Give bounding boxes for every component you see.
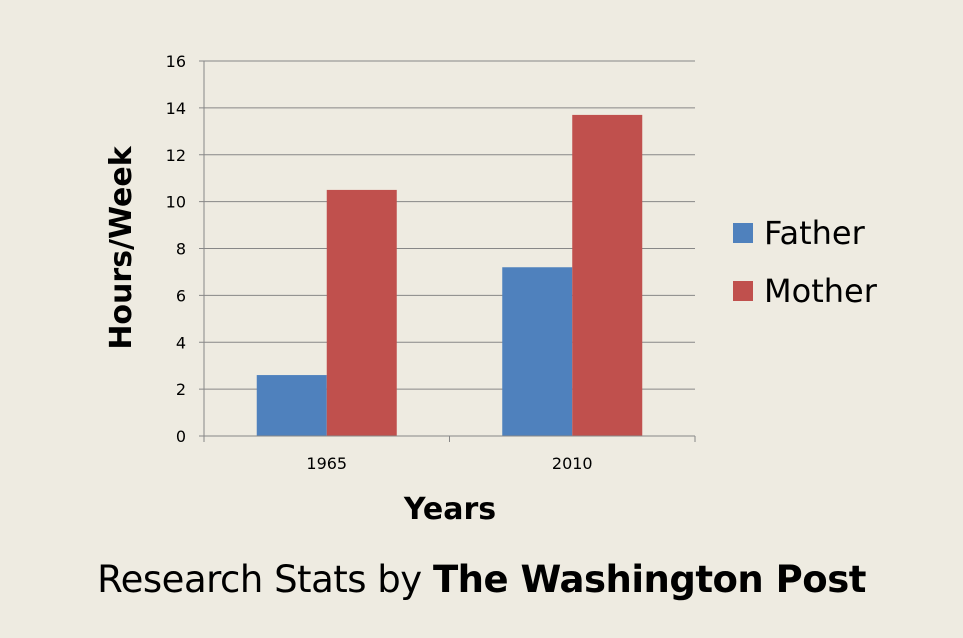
legend: Father Mother bbox=[733, 214, 878, 310]
caption-source: The Washington Post bbox=[432, 558, 866, 601]
bars bbox=[256, 114, 643, 436]
y-tick-label: 0 bbox=[176, 427, 186, 446]
source-caption: Research Stats by The Washington Post bbox=[0, 558, 963, 601]
bar-mother-2010 bbox=[572, 114, 643, 436]
y-tick-label: 16 bbox=[166, 52, 186, 71]
gridlines bbox=[204, 60, 695, 390]
x-tick-label: 2010 bbox=[552, 454, 593, 473]
caption-prefix: Research Stats by bbox=[97, 558, 422, 601]
y-tick-labels: 0 2 4 6 8 10 12 14 16 bbox=[166, 52, 204, 446]
y-tick-label: 10 bbox=[166, 193, 186, 212]
x-axis-label: Years bbox=[403, 492, 496, 527]
bar-father-1965 bbox=[256, 375, 327, 436]
x-tick-label: 1965 bbox=[306, 454, 347, 473]
x-tick-labels: 1965 2010 bbox=[306, 454, 592, 473]
y-tick-label: 4 bbox=[176, 333, 186, 352]
y-tick-label: 2 bbox=[176, 380, 186, 399]
y-tick-label: 12 bbox=[166, 146, 186, 165]
y-tick-label: 14 bbox=[166, 99, 186, 118]
y-tick-label: 8 bbox=[176, 240, 186, 259]
bar-father-2010 bbox=[502, 267, 573, 436]
legend-label-mother: Mother bbox=[764, 272, 878, 310]
y-tick-label: 6 bbox=[176, 286, 186, 305]
legend-swatch-father bbox=[733, 223, 753, 243]
bar-mother-1965 bbox=[326, 189, 397, 436]
legend-swatch-mother bbox=[733, 281, 753, 301]
y-axis-label: Hours/Week bbox=[104, 145, 139, 349]
legend-label-father: Father bbox=[764, 214, 866, 252]
